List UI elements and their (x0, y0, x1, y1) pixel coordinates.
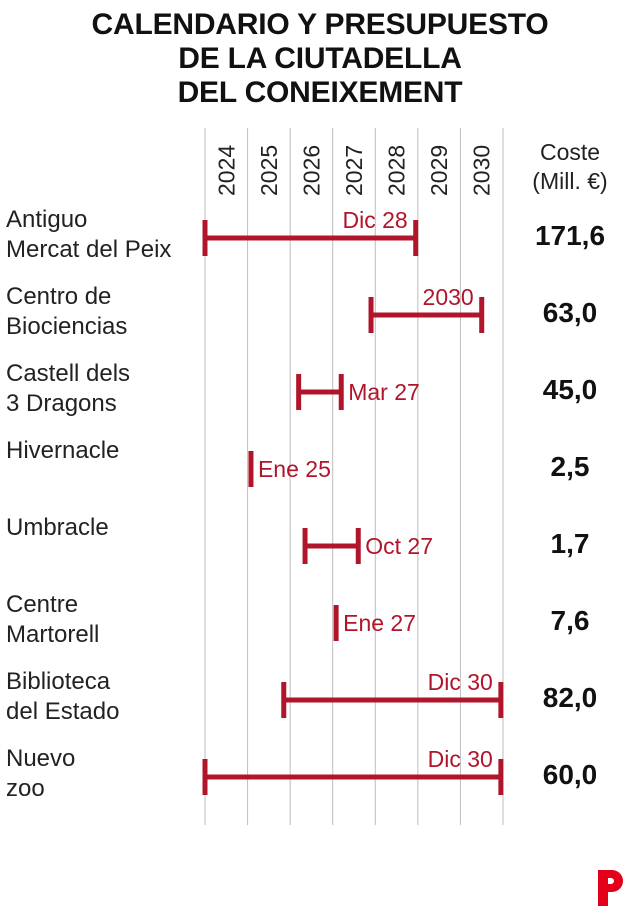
row-label: Umbracle (6, 513, 109, 543)
row-label: Hivernacle (6, 436, 119, 466)
cost-header-line-1: Coste (539, 139, 601, 165)
end-date-label: 2030 (423, 284, 474, 310)
p-logo-icon (598, 870, 623, 906)
end-date-label: Oct 27 (365, 533, 433, 559)
x-tick-label: 2024 (213, 145, 239, 196)
row-label-line: Hivernacle (6, 437, 120, 464)
row-label-line: Nuevo (6, 745, 76, 772)
row-label: Biblioteca del Estado (6, 667, 119, 727)
row-label-line: Centre (6, 591, 79, 618)
x-tick-label: 2025 (256, 145, 282, 196)
chart-title: CALENDARIO Y PRESUPUESTO DE LA CIUTADELL… (0, 8, 640, 110)
row-label-line: Castell dels (6, 360, 131, 387)
title-line-1: CALENDARIO Y PRESUPUESTO (91, 8, 549, 41)
end-date-label: Dic 30 (428, 746, 493, 772)
title-line-3: DEL CONEIXEMENT (177, 76, 463, 109)
cost-column-header: Coste (Mill. €) (520, 138, 620, 196)
cost-header-line-2: (Mill. €) (532, 168, 608, 194)
title-line-2: DE LA CIUTADELLA (178, 42, 462, 75)
x-tick-label: 2026 (298, 145, 324, 196)
row-label-line: Mercat del Peix (6, 236, 172, 263)
cost-value: 1,7 (550, 528, 590, 559)
row-label: Castell dels 3 Dragons (6, 359, 130, 419)
end-date-label: Dic 28 (343, 207, 408, 233)
x-tick-label: 2029 (426, 145, 452, 196)
x-tick-label: 2028 (384, 145, 410, 196)
row-label: Centre Martorell (6, 590, 99, 650)
row-label-line: del Estado (6, 698, 120, 725)
row-label: Antiguo Mercat del Peix (6, 205, 171, 265)
end-date-label: Ene 27 (343, 610, 416, 636)
end-date-label: Dic 30 (428, 669, 493, 695)
x-tick-label: 2027 (341, 145, 367, 196)
cost-value: 7,6 (550, 605, 590, 636)
row-label-line: Antiguo (6, 206, 88, 233)
row-label-line: Biociencias (6, 313, 128, 340)
row-label: Centro de Biociencias (6, 282, 127, 342)
x-tick-label: 2030 (469, 145, 495, 196)
cost-value: 2,5 (550, 451, 590, 482)
p-logo-shape (598, 870, 623, 906)
row-label-line: Biblioteca (6, 668, 111, 695)
row-label-line: Umbracle (6, 514, 109, 541)
cost-value: 60,0 (542, 759, 598, 790)
row-label-line: zoo (6, 775, 45, 802)
end-date-label: Mar 27 (348, 379, 420, 405)
row-label: Nuevo zoo (6, 744, 75, 804)
end-date-label: Ene 25 (258, 456, 331, 482)
cost-value: 63,0 (542, 297, 598, 328)
row-label-line: Martorell (6, 621, 100, 648)
cost-value: 82,0 (542, 682, 598, 713)
cost-value: 171,6 (534, 220, 606, 251)
row-label-line: Centro de (6, 283, 112, 310)
cost-value: 45,0 (542, 374, 598, 405)
row-label-line: 3 Dragons (6, 390, 117, 417)
